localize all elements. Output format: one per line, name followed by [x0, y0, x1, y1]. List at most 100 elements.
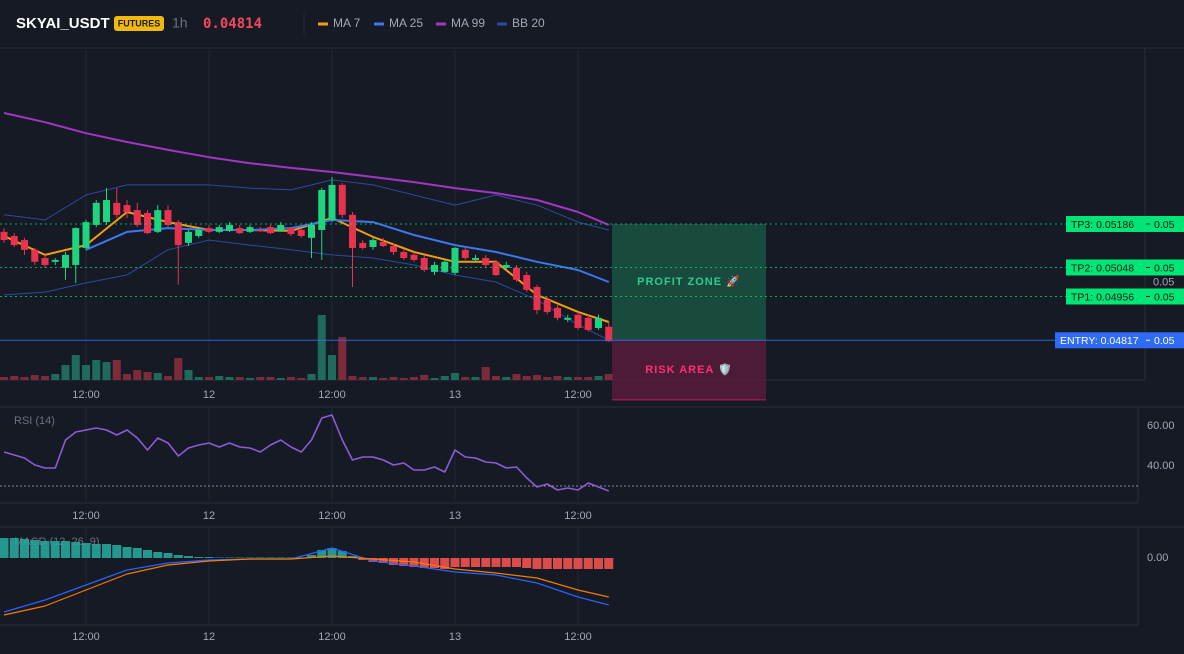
- candle-body: [543, 299, 551, 312]
- macd-histogram: [163, 553, 173, 558]
- macd-histogram: [532, 558, 542, 569]
- macd-histogram: [143, 550, 152, 558]
- volume-bar: [512, 374, 521, 380]
- volume-bar: [82, 365, 90, 380]
- badge-bg: [114, 16, 164, 31]
- macd-histogram: [553, 558, 562, 569]
- macd-histogram: [430, 558, 439, 568]
- risk-zone-label: RISK AREA 🛡️: [645, 363, 732, 376]
- macd-histogram: [440, 558, 450, 569]
- macd-histogram: [81, 543, 91, 558]
- volume-bar: [205, 377, 213, 380]
- candle-body: [461, 249, 469, 259]
- volume-bar: [399, 378, 408, 380]
- candle-body: [123, 205, 131, 213]
- macd-histogram: [583, 558, 593, 569]
- macd-histogram: [368, 558, 378, 562]
- candle-body: [215, 227, 223, 232]
- macd-histogram: [594, 558, 603, 569]
- volume-bar: [225, 377, 234, 380]
- macd-histogram: [255, 557, 265, 558]
- candle-body: [236, 228, 244, 234]
- volume-bar: [133, 370, 142, 380]
- macd-histogram: [245, 557, 255, 558]
- rsi-tick-label: 40.00: [1147, 460, 1175, 472]
- macd-histogram: [214, 557, 224, 558]
- volume-bar: [71, 355, 80, 380]
- volume-bar: [451, 373, 459, 380]
- macd-histogram: [337, 551, 347, 558]
- level-axis-label: 0.05: [1154, 291, 1175, 303]
- volume-bar: [553, 376, 562, 380]
- candle-body: [338, 184, 346, 215]
- volume-bar: [471, 377, 480, 380]
- macd-histogram: [50, 541, 60, 558]
- candle-body: [174, 222, 182, 246]
- candle-body: [0, 231, 8, 241]
- volume-bar: [287, 377, 295, 380]
- volume-bar: [102, 362, 111, 380]
- macd-histogram: [604, 558, 614, 569]
- candle-body: [431, 264, 438, 272]
- macd-histogram: [91, 544, 101, 558]
- x-tick-label: 12:00: [318, 631, 346, 643]
- macd-histogram: [378, 558, 388, 563]
- badge: FUTURES: [118, 18, 161, 28]
- candle-body: [472, 258, 479, 260]
- candle-body: [533, 287, 541, 311]
- candle-body: [62, 254, 69, 268]
- volume-bar: [30, 375, 39, 380]
- level-label: TP2: 0.05048: [1071, 262, 1134, 274]
- candle-body: [574, 314, 582, 328]
- volume-bar: [440, 376, 449, 380]
- rsi-line: [3, 414, 610, 492]
- x-tick-label: 13: [449, 510, 461, 522]
- macd-histogram: [450, 558, 460, 567]
- legend-label: BB 20: [512, 16, 545, 30]
- macd-line: [3, 547, 609, 613]
- candle-body: [226, 224, 233, 231]
- candle-body: [523, 275, 531, 290]
- volume-bar: [153, 373, 162, 380]
- x-tick-label: 13: [449, 631, 461, 643]
- volume-bar: [594, 376, 603, 380]
- volume-bar: [164, 376, 172, 380]
- candle-body: [144, 212, 151, 234]
- volume-bar: [256, 377, 265, 380]
- volume-bar: [143, 372, 152, 380]
- candle-body: [595, 317, 602, 328]
- x-tick-label: 12:00: [72, 510, 100, 522]
- candle-body: [277, 224, 285, 231]
- volume-bar: [92, 360, 101, 380]
- level-axis-label: 0.05: [1154, 262, 1175, 274]
- volume-bar: [112, 360, 121, 380]
- profit-zone-label: PROFIT ZONE 🚀: [637, 275, 741, 288]
- macd-histogram: [491, 558, 501, 567]
- rsi-tick-label: 60.00: [1147, 420, 1175, 432]
- volume-bar: [184, 370, 193, 380]
- candle-body: [369, 240, 377, 247]
- macd-histogram: [20, 539, 29, 558]
- candle-body: [605, 326, 613, 342]
- volume-bar: [328, 355, 336, 380]
- macd-histogram: [286, 557, 296, 558]
- macd-histogram: [399, 558, 409, 566]
- volume-bar: [317, 315, 326, 380]
- macd-histogram: [419, 558, 429, 568]
- macd-histogram: [481, 558, 491, 567]
- volume-bar: [246, 378, 254, 380]
- x-tick-label: 12:00: [564, 510, 592, 522]
- candle-body: [164, 210, 172, 225]
- level-tag: [1066, 259, 1184, 276]
- macd-histogram: [460, 558, 470, 567]
- x-tick-label: 12: [203, 389, 215, 401]
- macd-histogram: [235, 557, 245, 558]
- volume-bar: [533, 375, 541, 380]
- candle-body: [31, 249, 39, 262]
- macd-histogram: [358, 558, 368, 560]
- candle-body: [390, 246, 397, 253]
- macd-histogram: [501, 558, 511, 567]
- candle-body: [564, 317, 572, 320]
